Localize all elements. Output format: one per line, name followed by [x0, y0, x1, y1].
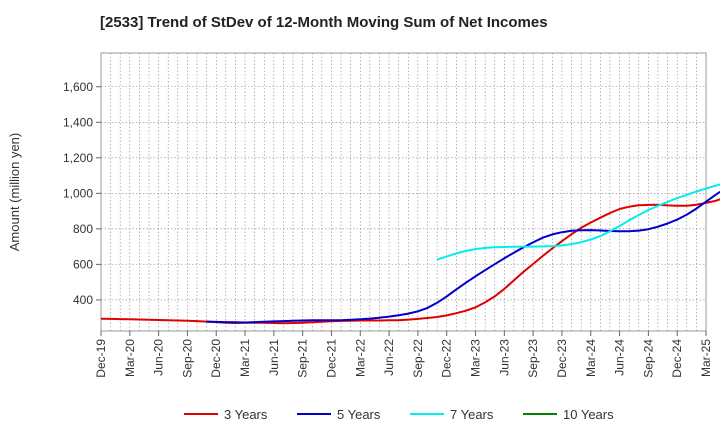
x-tick-label: Sep-20 — [180, 339, 194, 378]
y-tick-label: 1,000 — [63, 186, 93, 200]
y-axis: 400 600 800 1,000 1,200 1,400 1,600 — [63, 80, 101, 307]
y-tick-label: 1,600 — [63, 80, 93, 94]
y-tick-label: 1,400 — [63, 115, 93, 129]
x-tick-label: Sep-21 — [296, 339, 310, 378]
y-tick-label: 1,200 — [63, 151, 93, 165]
x-tick-label: Dec-24 — [670, 339, 684, 378]
x-tick-label: Sep-24 — [641, 339, 655, 378]
x-tick-label: Dec-20 — [209, 339, 223, 378]
x-tick-label: Jun-20 — [152, 339, 166, 376]
x-tick-label: Sep-22 — [411, 339, 425, 378]
x-tick-label: Mar-25 — [699, 339, 713, 377]
legend-label: 5 Years — [337, 407, 381, 422]
legend-label: 3 Years — [224, 407, 268, 422]
x-tick-label: Mar-20 — [123, 339, 137, 377]
y-tick-label: 400 — [73, 293, 93, 307]
chart-title: [2533] Trend of StDev of 12-Month Moving… — [100, 14, 548, 31]
y-tick-label: 600 — [73, 257, 93, 271]
legend-label: 10 Years — [563, 407, 614, 422]
series-line — [436, 183, 720, 261]
x-tick-label: Dec-23 — [555, 339, 569, 378]
x-tick-label: Dec-19 — [94, 339, 108, 378]
x-tick-label: Mar-23 — [469, 339, 483, 377]
x-tick-label: Dec-21 — [324, 339, 338, 378]
x-tick-label: Mar-22 — [353, 339, 367, 377]
y-tick-label: 800 — [73, 222, 93, 236]
x-tick-label: Mar-21 — [238, 339, 252, 377]
x-axis: Dec-19 Mar-20 Jun-20 Sep-20 Dec-20 Mar-21 Jun-… — [94, 331, 713, 378]
y-axis-label: Amount (million yen) — [7, 133, 22, 252]
x-tick-label: Mar-24 — [584, 339, 598, 377]
legend: 3 Years 5 Years 7 Years 10 Years — [184, 407, 614, 422]
series-lines — [100, 183, 720, 325]
x-tick-label: Jun-21 — [267, 339, 281, 376]
x-tick-label: Jun-23 — [497, 339, 511, 376]
grid — [101, 53, 706, 331]
series-line — [206, 190, 720, 324]
x-tick-label: Dec-22 — [440, 339, 454, 378]
legend-label: 7 Years — [450, 407, 494, 422]
x-tick-label: Jun-22 — [382, 339, 396, 376]
x-tick-label: Sep-23 — [526, 339, 540, 378]
x-tick-label: Jun-24 — [613, 339, 627, 376]
plot-area — [100, 52, 707, 332]
